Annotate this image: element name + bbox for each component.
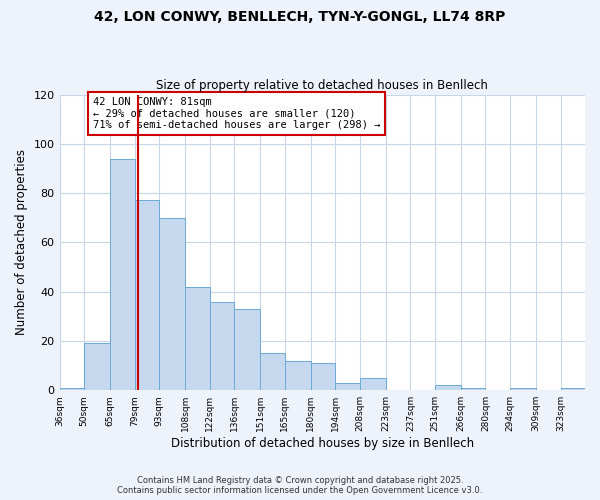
Text: Contains HM Land Registry data © Crown copyright and database right 2025.
Contai: Contains HM Land Registry data © Crown c…	[118, 476, 482, 495]
Y-axis label: Number of detached properties: Number of detached properties	[15, 150, 28, 336]
Bar	[134, 200, 159, 390]
Bar	[209, 302, 234, 390]
Text: 42 LON CONWY: 81sqm
← 29% of detached houses are smaller (120)
71% of semi-detac: 42 LON CONWY: 81sqm ← 29% of detached ho…	[93, 97, 380, 130]
Bar	[435, 386, 461, 390]
Bar	[360, 378, 386, 390]
Bar	[311, 363, 335, 390]
Bar	[335, 383, 360, 390]
Bar	[510, 388, 536, 390]
Bar	[260, 354, 285, 390]
Bar	[110, 158, 134, 390]
Bar	[560, 388, 585, 390]
Bar	[59, 388, 84, 390]
Bar	[234, 309, 260, 390]
Bar	[159, 218, 185, 390]
X-axis label: Distribution of detached houses by size in Benllech: Distribution of detached houses by size …	[171, 437, 474, 450]
Bar	[185, 286, 209, 390]
Bar	[461, 388, 485, 390]
Bar	[285, 360, 311, 390]
Text: 42, LON CONWY, BENLLECH, TYN-Y-GONGL, LL74 8RP: 42, LON CONWY, BENLLECH, TYN-Y-GONGL, LL…	[94, 10, 506, 24]
Title: Size of property relative to detached houses in Benllech: Size of property relative to detached ho…	[157, 79, 488, 92]
Bar	[84, 344, 110, 390]
